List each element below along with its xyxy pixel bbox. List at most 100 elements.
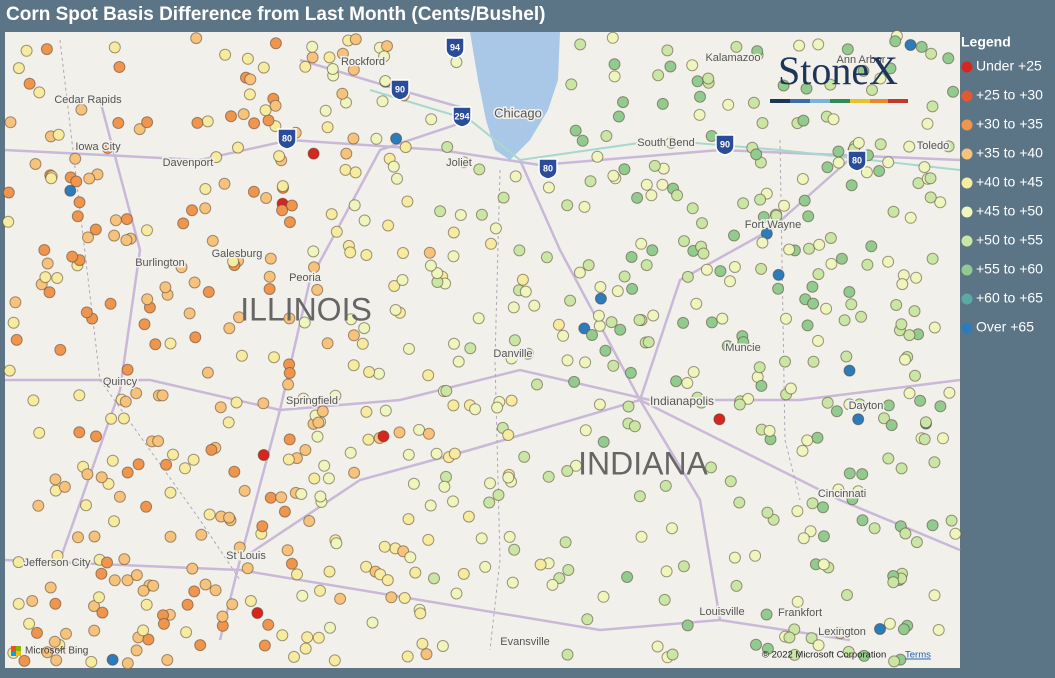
- data-point: [508, 543, 521, 556]
- data-point: [190, 32, 203, 45]
- data-point: [218, 177, 231, 190]
- data-point: [179, 462, 191, 475]
- data-point: [747, 96, 760, 109]
- data-point: [873, 165, 886, 177]
- data-point: [130, 644, 143, 657]
- data-point: [306, 40, 319, 53]
- logo-bar: [810, 99, 830, 103]
- data-point: [423, 246, 436, 259]
- data-point: [721, 340, 734, 353]
- data-point: [440, 384, 453, 397]
- data-point: [801, 434, 814, 447]
- data-point: [382, 219, 395, 232]
- data-point: [579, 424, 592, 437]
- data-point: [843, 398, 856, 411]
- place-label: Galesburg: [212, 248, 263, 260]
- data-point: [52, 128, 65, 141]
- data-point: [195, 528, 208, 541]
- data-point: [485, 237, 497, 250]
- data-point: [276, 180, 289, 193]
- data-point: [770, 209, 783, 222]
- data-point: [175, 261, 188, 274]
- data-point: [772, 268, 785, 281]
- data-point: [621, 571, 634, 583]
- data-point: [573, 266, 586, 279]
- data-point: [656, 178, 669, 191]
- data-point: [363, 366, 376, 378]
- data-point: [924, 172, 937, 185]
- data-point: [95, 567, 108, 580]
- data-point: [652, 69, 665, 82]
- data-point: [882, 255, 895, 268]
- data-point: [283, 216, 296, 229]
- data-point: [12, 597, 25, 610]
- data-point: [611, 285, 624, 298]
- data-point: [397, 247, 409, 259]
- data-point: [646, 244, 659, 257]
- data-point: [591, 150, 604, 163]
- data-point: [475, 208, 488, 221]
- data-point: [205, 443, 218, 456]
- data-point: [307, 245, 320, 258]
- data-point: [48, 635, 61, 648]
- data-point: [450, 587, 463, 600]
- data-point: [230, 396, 243, 409]
- bing-logo: [11, 646, 16, 651]
- data-point: [896, 278, 909, 291]
- data-point: [206, 234, 219, 247]
- data-point: [322, 472, 335, 485]
- data-point: [926, 252, 939, 265]
- data-point: [73, 389, 86, 402]
- data-point: [51, 272, 64, 284]
- data-point: [666, 522, 678, 535]
- data-point: [508, 334, 521, 347]
- data-point: [937, 432, 949, 445]
- data-point: [291, 568, 303, 581]
- place-label: Iowa City: [75, 141, 121, 153]
- data-point: [447, 399, 460, 412]
- place-label: Muncie: [725, 342, 760, 354]
- terms-link[interactable]: Terms: [905, 650, 931, 661]
- data-point: [887, 576, 900, 589]
- data-point: [336, 47, 349, 60]
- data-point: [323, 565, 336, 578]
- data-point: [600, 130, 613, 142]
- data-point: [187, 453, 200, 466]
- data-point: [479, 560, 492, 573]
- bing-logo: [16, 651, 21, 656]
- data-point: [183, 307, 196, 320]
- data-point: [164, 337, 177, 350]
- map[interactable]: Cedar Rapids Iowa City Davenport Rockford Ch…: [2, 30, 962, 670]
- data-point: [806, 497, 819, 510]
- data-point: [518, 450, 531, 463]
- data-point: [714, 265, 727, 278]
- data-point: [306, 51, 319, 64]
- data-point: [812, 639, 825, 652]
- data-point: [475, 532, 488, 545]
- data-point: [88, 624, 101, 637]
- place-label: Peoria: [289, 272, 322, 284]
- data-point: [728, 229, 740, 242]
- data-point: [409, 566, 422, 579]
- data-point: [915, 40, 928, 53]
- data-point: [579, 356, 592, 369]
- logo-bar: [790, 99, 810, 103]
- data-point: [330, 537, 343, 550]
- data-point: [686, 202, 699, 215]
- data-point: [843, 286, 856, 298]
- data-point: [325, 208, 338, 221]
- data-point: [908, 305, 921, 318]
- data-point: [878, 412, 890, 425]
- data-point: [516, 273, 529, 286]
- data-point: [750, 148, 763, 161]
- data-point: [694, 90, 706, 103]
- data-point: [677, 560, 690, 573]
- data-point: [360, 560, 373, 573]
- data-point: [33, 426, 46, 439]
- data-point: [866, 84, 878, 96]
- data-point: [656, 97, 669, 110]
- data-point: [594, 281, 607, 293]
- data-point: [321, 337, 334, 350]
- data-point: [852, 413, 865, 426]
- data-point: [161, 654, 174, 666]
